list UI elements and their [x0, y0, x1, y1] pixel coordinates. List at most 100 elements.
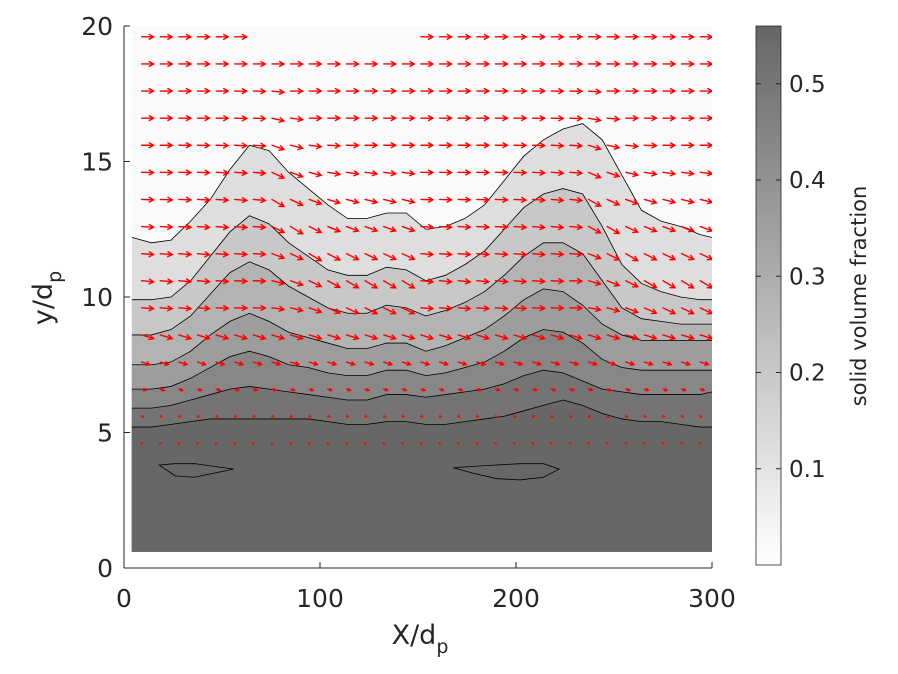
velocity-arrow: [214, 441, 219, 445]
velocity-arrow: [215, 115, 230, 122]
colorbar-ticks: 0.1 0.2 0.3 0.4 0.5: [756, 72, 826, 483]
velocity-arrow: [531, 361, 543, 366]
velocity-arrow: [252, 250, 267, 258]
velocity-arrow: [178, 361, 189, 366]
velocity-arrow: [289, 306, 305, 313]
velocity-arrow: [327, 198, 342, 205]
velocity-arrow: [234, 142, 249, 149]
velocity-arrow: [476, 142, 491, 149]
velocity-arrow: [606, 361, 617, 366]
velocity-arrow: [457, 115, 472, 122]
velocity-arrow: [457, 87, 472, 95]
velocity-arrow: [643, 307, 658, 315]
velocity-arrow: [234, 304, 249, 312]
y-axis-label: y/dp: [28, 271, 66, 325]
velocity-arrow: [625, 87, 640, 95]
velocity-arrow: [308, 280, 323, 288]
velocity-arrow: [401, 361, 412, 366]
velocity-arrow: [606, 198, 621, 206]
velocity-arrow: [215, 196, 230, 204]
velocity-arrow: [587, 88, 602, 95]
velocity-arrow: [327, 87, 342, 95]
contour-fills: [131, 26, 712, 552]
velocity-arrow: [699, 225, 712, 233]
velocity-arrow: [606, 143, 621, 150]
velocity-arrow: [569, 387, 576, 392]
velocity-arrow: [234, 224, 249, 231]
velocity-arrow: [643, 170, 658, 177]
velocity-arrow: [383, 142, 398, 149]
velocity-arrow: [289, 414, 294, 418]
velocity-arrow: [401, 60, 416, 68]
velocity-arrow: [196, 115, 211, 122]
velocity-arrow: [513, 87, 528, 95]
velocity-arrow: [383, 387, 390, 392]
velocity-arrow: [662, 280, 677, 289]
velocity-arrow: [196, 361, 208, 366]
velocity-arrow: [680, 142, 696, 149]
velocity-arrow: [308, 334, 323, 341]
velocity-arrow: [234, 334, 249, 341]
velocity-arrow: [587, 306, 602, 313]
velocity-arrow: [383, 60, 398, 68]
velocity-arrow: [680, 60, 696, 68]
velocity-arrow: [438, 387, 445, 392]
velocity-arrow: [289, 441, 293, 445]
velocity-arrow: [159, 87, 174, 95]
velocity-arrow: [345, 441, 349, 445]
velocity-arrow: [680, 198, 696, 205]
velocity-arrow: [308, 414, 313, 418]
velocity-arrow: [587, 361, 599, 366]
velocity-arrow: [345, 225, 360, 233]
velocity-arrow: [252, 277, 267, 285]
velocity-arrow: [494, 115, 509, 122]
velocity-arrow: [569, 277, 584, 285]
velocity-arrow: [401, 142, 416, 149]
velocity-arrow: [215, 278, 230, 285]
velocity-arrow: [513, 142, 528, 149]
velocity-arrow: [215, 305, 230, 312]
velocity-arrow: [327, 307, 342, 315]
velocity-arrow: [140, 142, 156, 149]
velocity-arrow: [699, 414, 704, 418]
velocity-arrow: [513, 251, 528, 258]
velocity-arrow: [569, 115, 584, 122]
velocity-arrow: [196, 305, 211, 312]
velocity-arrow: [364, 60, 379, 68]
velocity-arrow: [699, 142, 712, 149]
velocity-arrow: [327, 361, 338, 366]
velocity-arrow: [606, 280, 621, 287]
velocity-arrow: [364, 361, 375, 366]
velocity-arrow: [438, 60, 454, 68]
velocity-arrow: [662, 334, 677, 341]
velocity-arrow: [476, 87, 491, 95]
velocity-arrow: [140, 361, 152, 366]
velocity-arrow: [345, 87, 360, 95]
velocity-arrow: [271, 171, 286, 179]
velocity-arrow: [550, 334, 565, 341]
velocity-arrow: [550, 251, 565, 258]
velocity-arrow: [140, 169, 156, 176]
velocity-arrow: [289, 361, 301, 366]
velocity-arrow: [159, 196, 174, 203]
velocity-arrow: [420, 87, 435, 95]
velocity-arrow: [178, 414, 182, 418]
velocity-arrow: [289, 60, 305, 68]
contour-line-3: [131, 242, 712, 336]
velocity-arrow: [234, 414, 238, 418]
velocity-arrow: [662, 387, 669, 392]
velocity-arrow: [140, 251, 156, 258]
velocity-arrow: [159, 334, 174, 341]
velocity-arrow: [699, 198, 712, 205]
velocity-arrow: [289, 334, 304, 341]
y-tick-label: 15: [81, 148, 113, 177]
velocity-arrow: [662, 225, 677, 233]
velocity-arrow: [270, 441, 274, 445]
velocity-arrow: [252, 60, 267, 68]
velocity-arrow: [624, 441, 628, 445]
velocity-arrow: [234, 361, 245, 366]
velocity-arrow: [569, 142, 584, 149]
x-axis: 0 100 200 300: [116, 562, 736, 613]
velocity-arrow: [364, 87, 379, 95]
velocity-arrow: [699, 252, 712, 261]
